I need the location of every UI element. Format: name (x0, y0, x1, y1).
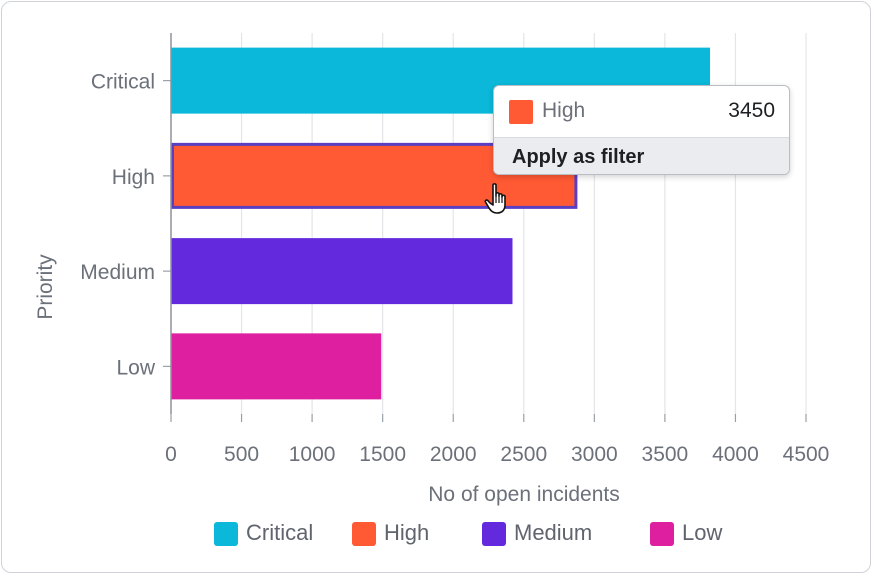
apply-as-filter-button[interactable]: Apply as filter (494, 137, 789, 174)
x-tick-label: 500 (224, 443, 259, 466)
y-tick-label: Medium (80, 261, 155, 284)
x-tick-labels: 0 500 1000 1500 2000 2500 3000 3500 4000 4500 (165, 443, 829, 466)
y-tick-label: Low (116, 356, 155, 379)
tooltip: High 3450 Apply as filter (493, 85, 790, 175)
tooltip-series-name: High (542, 99, 586, 122)
x-tick-label: 4000 (712, 443, 759, 466)
legend-label: Medium (514, 520, 593, 545)
x-axis-title: No of open incidents (428, 483, 619, 506)
bar-low[interactable] (171, 333, 382, 400)
y-tick-labels: Critical High Medium Low (80, 71, 156, 380)
legend: Critical High Medium Low (0, 516, 874, 552)
x-tick-label: 4500 (783, 443, 830, 466)
legend-swatch (214, 522, 238, 546)
y-tick-label: High (112, 166, 155, 189)
tooltip-value: 3450 (728, 99, 775, 122)
x-tick-label: 1500 (359, 443, 406, 466)
legend-label: Low (682, 520, 723, 545)
legend-swatch (650, 522, 674, 546)
x-tick-label: 2500 (500, 443, 547, 466)
x-tick-label: 0 (165, 443, 177, 466)
tooltip-swatch (509, 100, 533, 124)
legend-label: High (384, 520, 430, 545)
legend-swatch (352, 522, 376, 546)
legend-swatch (482, 522, 506, 546)
pointer-hand-icon (484, 183, 506, 214)
legend-label: Critical (246, 520, 314, 545)
y-tick-label: Critical (91, 71, 155, 94)
x-tick-label: 2000 (430, 443, 477, 466)
y-axis-title: Priority (34, 254, 57, 320)
x-tick-label: 1000 (289, 443, 336, 466)
bar-medium[interactable] (171, 238, 513, 305)
tooltip-series-row: High 3450 (494, 86, 789, 136)
x-tick-label: 3500 (642, 443, 689, 466)
x-tick-label: 3000 (571, 443, 618, 466)
